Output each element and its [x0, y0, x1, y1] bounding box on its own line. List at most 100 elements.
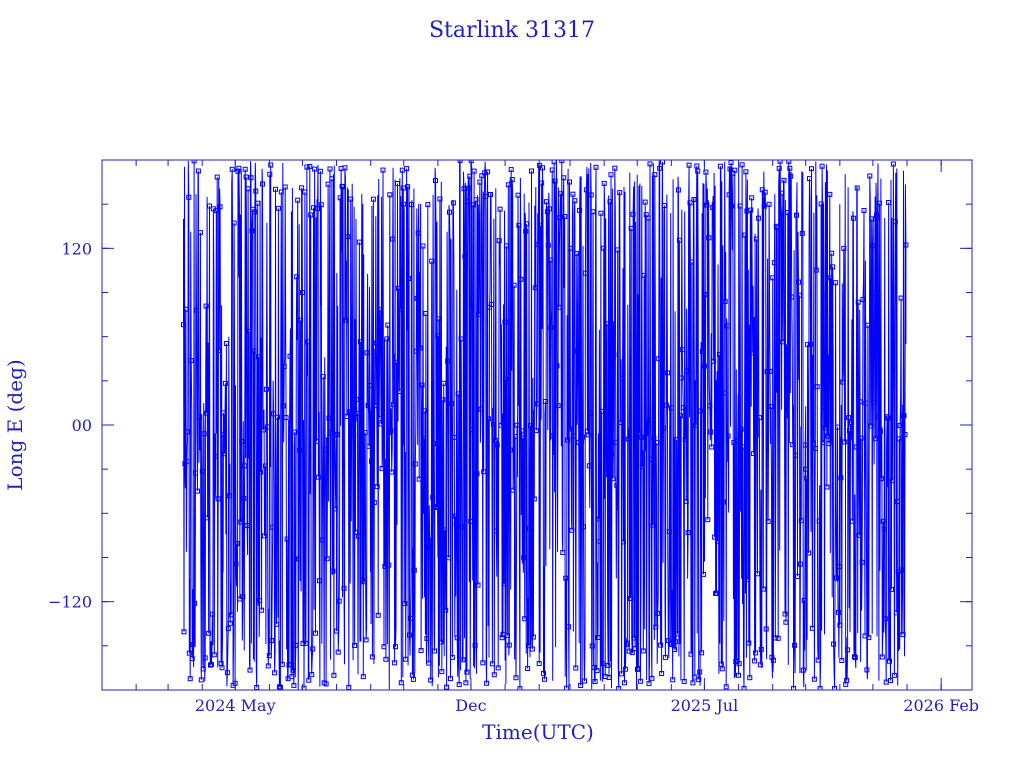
- data-point: [620, 375, 625, 381]
- data-point: [624, 640, 630, 646]
- data-point: [509, 177, 515, 182]
- data-point: [414, 295, 420, 301]
- data-point: [195, 168, 201, 174]
- data-point: [701, 363, 707, 369]
- data-point: [397, 306, 403, 312]
- data-point: [387, 192, 393, 198]
- data-point: [633, 338, 639, 344]
- data-point: [225, 626, 231, 632]
- data-point: [529, 168, 534, 174]
- data-point: [638, 434, 644, 440]
- data-point: [390, 236, 396, 242]
- data-point: [394, 359, 399, 365]
- data-point: [274, 621, 279, 627]
- data-point: [820, 440, 826, 446]
- data-point: [561, 175, 567, 181]
- data-point: [621, 539, 626, 545]
- data-point: [816, 518, 822, 524]
- series-line: [183, 160, 907, 690]
- data-point: [287, 353, 293, 359]
- data-point: [470, 202, 476, 208]
- data-point: [803, 466, 809, 472]
- data-point: [302, 189, 308, 195]
- data-point: [632, 645, 638, 651]
- data-point: [646, 681, 652, 687]
- data-point: [356, 239, 362, 245]
- data-point: [432, 648, 438, 654]
- data-point: [723, 684, 729, 690]
- data-point: [591, 664, 597, 670]
- data-point: [627, 596, 633, 601]
- data-point: [211, 652, 217, 658]
- data-point: [897, 423, 903, 429]
- data-point: [569, 527, 575, 533]
- data-point: [352, 643, 358, 648]
- data-point: [219, 665, 225, 671]
- series-0: [181, 160, 909, 690]
- data-point: [333, 506, 339, 512]
- data-point: [471, 168, 477, 174]
- data-point: [604, 321, 610, 327]
- data-point: [892, 219, 898, 225]
- data-point: [256, 354, 262, 360]
- data-point: [899, 567, 905, 573]
- data-point: [330, 568, 336, 574]
- data-point: [317, 168, 323, 174]
- data-point: [567, 245, 573, 251]
- data-point: [334, 431, 340, 437]
- data-point: [200, 666, 206, 672]
- data-point: [506, 642, 512, 648]
- data-point: [258, 469, 264, 475]
- data-point: [418, 648, 424, 653]
- data-point: [712, 534, 718, 540]
- data-point: [489, 301, 494, 307]
- data-point: [749, 195, 755, 201]
- data-point: [407, 632, 412, 638]
- data-point: [590, 209, 596, 215]
- data-point: [385, 322, 391, 328]
- data-point: [365, 403, 371, 408]
- data-point: [465, 199, 471, 205]
- data-point: [351, 432, 357, 438]
- data-point: [423, 311, 429, 316]
- data-point: [747, 675, 753, 681]
- data-point: [248, 175, 254, 181]
- data-point: [271, 411, 277, 417]
- data-point: [488, 192, 493, 197]
- data-point: [850, 215, 856, 221]
- data-point: [774, 225, 780, 231]
- data-point: [726, 192, 732, 198]
- data-point: [714, 590, 719, 596]
- data-point: [205, 515, 211, 521]
- data-point: [517, 686, 523, 690]
- data-point: [257, 598, 263, 604]
- data-point: [752, 658, 758, 664]
- data-point: [776, 165, 782, 171]
- data-point: [323, 681, 329, 687]
- data-point: [192, 600, 198, 606]
- data-point: [605, 662, 611, 668]
- data-point: [703, 169, 709, 175]
- data-point: [889, 478, 895, 484]
- data-point: [573, 665, 579, 671]
- data-point: [452, 513, 458, 519]
- data-point: [336, 598, 342, 604]
- data-point: [746, 640, 752, 646]
- data-point: [837, 622, 843, 628]
- data-point: [873, 436, 879, 442]
- data-point: [753, 650, 759, 656]
- data-point: [484, 680, 490, 686]
- data-point: [705, 517, 711, 523]
- data-point: [593, 164, 599, 170]
- data-point: [435, 333, 441, 339]
- data-point: [692, 674, 698, 680]
- data-point: [865, 322, 871, 328]
- data-point: [610, 476, 616, 482]
- data-point: [677, 413, 683, 419]
- data-point: [639, 464, 645, 470]
- data-point: [860, 296, 866, 302]
- data-point: [299, 185, 305, 191]
- data-point: [496, 238, 502, 244]
- data-point: [435, 504, 440, 510]
- data-point: [863, 400, 869, 406]
